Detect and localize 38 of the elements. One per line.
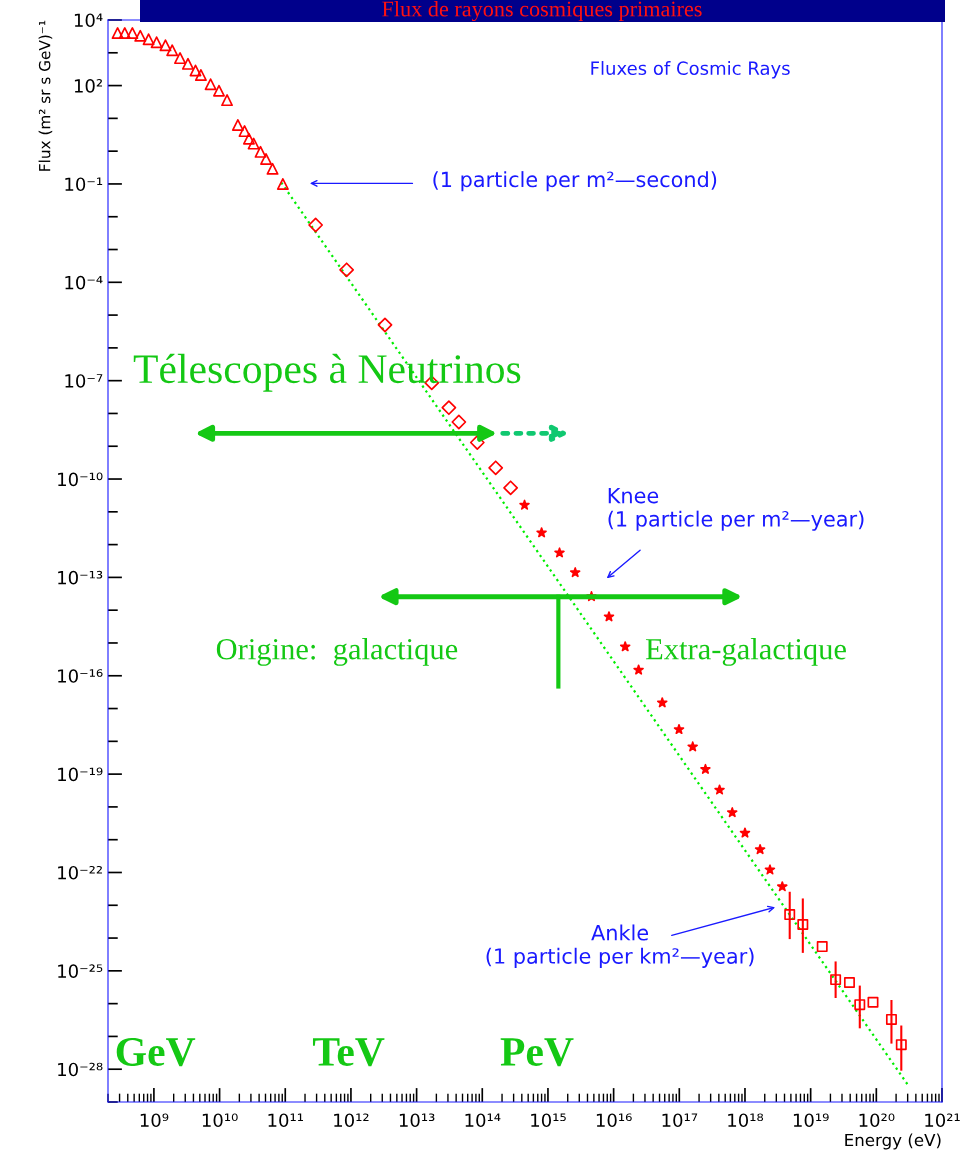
annotation: Télescopes à Neutrinos <box>133 353 521 392</box>
y-tick-label: 10⁻⁷ <box>65 374 103 388</box>
x-tick-label: 10¹⁴ <box>465 1113 501 1128</box>
x-tick-label: 10²¹ <box>925 1113 960 1128</box>
x-tick-label: 10²⁰ <box>859 1113 895 1128</box>
annotation: TeV <box>312 1038 385 1067</box>
x-tick-label: 10¹⁵ <box>531 1113 566 1128</box>
y-tick-label: 10⁻¹⁶ <box>58 669 103 683</box>
chart-title: Flux de rayons cosmiques primaires <box>382 0 702 22</box>
annotation: PeV <box>500 1038 574 1067</box>
x-tick-label: 10¹² <box>334 1113 369 1128</box>
annotation: (1 particle per m²—second) <box>433 171 717 192</box>
x-tick-label: 10¹⁹ <box>793 1113 829 1128</box>
annotation: Extra-galactique <box>645 637 846 666</box>
text: Fluxes of Cosmic Rays <box>591 61 790 79</box>
y-tick-label: 10⁻¹ <box>65 177 103 192</box>
y-tick-label: 10⁻⁴ <box>65 275 103 290</box>
y-tick-label: 10⁻¹⁰ <box>58 472 103 487</box>
annotation: Origine: galactique <box>216 637 458 666</box>
x-tick-label: 10⁹ <box>140 1113 169 1128</box>
y-tick-label: 10⁻¹⁹ <box>58 767 103 782</box>
x-tick-label: 10¹⁶ <box>596 1113 632 1128</box>
x-tick-label: 10¹³ <box>399 1113 435 1128</box>
y-axis-title: Flux (m² sr s GeV)⁻¹ <box>38 20 53 171</box>
y-tick-label: 10⁴ <box>74 13 103 28</box>
annotation: Ankle (1 particle per km²—year) <box>486 924 754 968</box>
y-tick-label: 10² <box>74 79 102 93</box>
y-tick-label: 10⁻²⁵ <box>58 964 103 978</box>
x-axis-title: Energy (eV) <box>845 1133 941 1150</box>
x-tick-label: 10¹⁸ <box>728 1113 764 1128</box>
x-tick-label: 10¹⁷ <box>662 1113 698 1128</box>
annotation: GeV <box>116 1037 196 1067</box>
y-tick-label: 10⁻²⁸ <box>58 1062 103 1077</box>
x-tick-label: 10¹⁰ <box>202 1113 238 1128</box>
x-tick-label: 10¹¹ <box>268 1113 303 1128</box>
y-tick-label: 10⁻¹³ <box>58 570 103 585</box>
annotation: Knee (1 particle per m²—year) <box>608 487 864 531</box>
y-tick-label: 10⁻²² <box>58 865 102 880</box>
